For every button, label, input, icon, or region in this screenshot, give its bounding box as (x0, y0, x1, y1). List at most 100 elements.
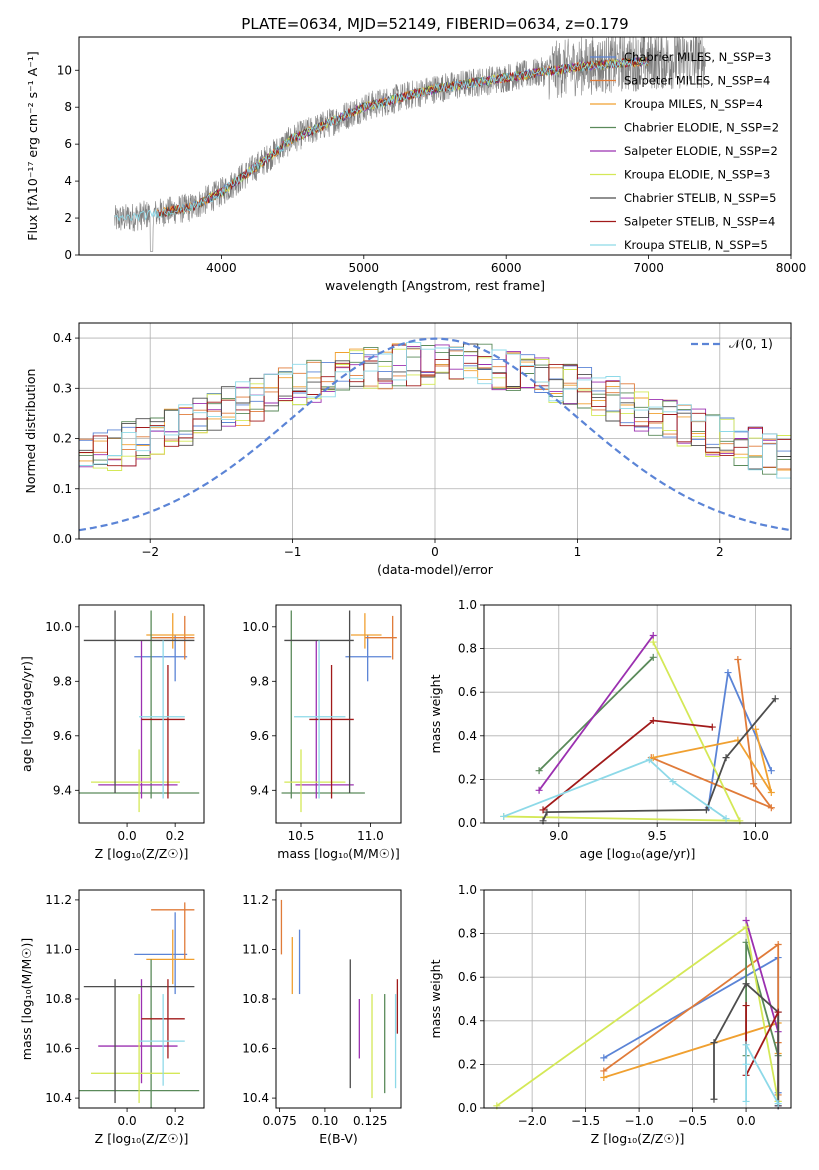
y-tick-label: 10.6 (45, 1042, 72, 1056)
mass-weight-point (600, 1054, 608, 1062)
y-axis-label: age [log₁₀(age/yr)] (19, 656, 34, 772)
mass-weight-line (650, 659, 774, 810)
y-tick-label: 10.0 (242, 620, 269, 634)
x-axis-label: Z [log₁₀(Z/Z☉)] (591, 1131, 685, 1146)
x-tick-label: 9.5 (648, 829, 667, 843)
x-tick-label: 1 (574, 545, 582, 559)
x-tick-label: 0.0 (118, 829, 137, 843)
x-tick-label: 2 (716, 545, 724, 559)
y-tick-label: 0.0 (458, 1101, 477, 1115)
x-tick-label: 7000 (633, 261, 664, 275)
x-axis-label: Z [log₁₀(Z/Z☉)] (95, 846, 189, 861)
mass-weight-point (669, 778, 677, 786)
legend-label: Salpeter MILES, N_SSP=4 (624, 74, 770, 88)
mass-weight-line (653, 729, 773, 793)
age-vs-metallicity-panel: 0.0 0.2 9.4 9.6 9.8 10.0 Z [log₁₀(Z/Z☉)] age [l… (19, 604, 205, 861)
x-tick-label: 4000 (206, 261, 237, 275)
x-axis-label: mass [log₁₀(M/M☉)] (277, 846, 399, 861)
x-tick-label: 0.0 (737, 1114, 756, 1128)
mass-weight-point (722, 754, 730, 762)
legend-label: Kroupa ELODIE, N_SSP=3 (624, 168, 770, 182)
plot-frame (483, 889, 792, 1109)
mass-weight-point (742, 1041, 750, 1049)
legend-label: Kroupa MILES, N_SSP=4 (624, 97, 763, 111)
x-tick-label: 0 (431, 545, 439, 559)
mass-weight-line (542, 719, 713, 811)
y-tick-label: 10.0 (45, 620, 72, 634)
mass-weight-line (503, 641, 742, 822)
y-tick-label: 0.4 (53, 331, 72, 345)
x-tick-label: −1.0 (625, 1114, 654, 1128)
residual-distribution-panel: −2 −1 0 1 2 0.0 0.1 0.2 0.3 0.4 (data-model)/error… (23, 322, 792, 577)
mass-weight-point (722, 815, 730, 823)
x-tick-label: 6000 (491, 261, 522, 275)
y-tick-label: 9.6 (250, 729, 269, 743)
normal-curve (78, 337, 792, 532)
mass-weight-point (535, 786, 543, 794)
plot-frame (275, 889, 402, 1109)
y-tick-label: 0.6 (458, 685, 477, 699)
mass-weight-line (503, 758, 727, 820)
y-tick-label: 4 (64, 174, 72, 188)
mass-weight-point (774, 1008, 782, 1016)
mass-weight-point (724, 669, 732, 677)
mass-weight-point (774, 941, 782, 948)
mass-weight-point (600, 1073, 608, 1081)
y-tick-label: 11.0 (45, 942, 72, 956)
mass-weight-line (496, 925, 780, 1107)
y-axis-label: mass weight (428, 959, 443, 1038)
y-tick-label: 0.4 (458, 1014, 477, 1028)
residual-histogram (79, 348, 791, 471)
y-tick-label: 0.0 (53, 532, 72, 546)
mass-weight-point (543, 808, 551, 816)
x-tick-label: 9.0 (549, 829, 568, 843)
y-axis-label: mass [log₁₀(M/M☉)] (19, 938, 34, 1060)
mass-weight-point (734, 656, 742, 663)
y-tick-label: 0.2 (458, 1057, 477, 1071)
figure-title: PLATE=0634, MJD=52149, FIBERID=0634, z=0… (241, 15, 628, 33)
y-tick-label: 6 (64, 137, 72, 151)
x-tick-label: 0.2 (166, 1114, 185, 1128)
y-tick-label: 0.3 (53, 381, 72, 395)
y-tick-label: 0.0 (458, 816, 477, 830)
y-tick-label: 0.8 (458, 927, 477, 941)
mass-weight-line (542, 698, 776, 822)
mass-weight-point (774, 1100, 782, 1108)
mass-weight-point (750, 780, 758, 788)
residual-histogram (79, 342, 791, 479)
plot-frame (78, 322, 792, 540)
x-tick-label: −1 (284, 545, 302, 559)
y-tick-label: 2 (64, 211, 72, 225)
mass-weight-point (702, 806, 710, 814)
x-tick-label: 8000 (776, 261, 807, 275)
y-tick-label: 11.2 (242, 893, 269, 907)
mass-weight-point (600, 1067, 608, 1075)
y-tick-label: 9.6 (53, 729, 72, 743)
residual-histogram (79, 344, 791, 468)
y-tick-label: 0.6 (458, 970, 477, 984)
observed-spectrum-line (114, 36, 706, 252)
legend-label: Chabrier ELODIE, N_SSP=2 (624, 121, 779, 135)
mass-weight-point (535, 767, 543, 775)
legend-label: Kroupa STELIB, N_SSP=5 (624, 238, 768, 252)
mass-weight-line (538, 634, 654, 791)
y-tick-label: 11.0 (242, 942, 269, 956)
model-spectrum-line (114, 56, 649, 222)
x-tick-label: 10.5 (288, 829, 315, 843)
y-tick-label: 0.2 (53, 432, 72, 446)
y-tick-label: 10 (57, 63, 72, 77)
y-tick-label: 11.2 (45, 893, 72, 907)
x-axis-label: (data-model)/error (377, 562, 494, 577)
legend-label: Salpeter ELODIE, N_SSP=2 (624, 144, 778, 158)
plot-frame (78, 889, 205, 1109)
mass-weight-line (745, 1044, 779, 1105)
plot-frame (78, 36, 792, 256)
y-axis-label: Normed distribution (23, 369, 38, 494)
mass-weight-point (752, 725, 760, 733)
y-tick-label: 1.0 (458, 883, 477, 897)
x-tick-label: −0.5 (678, 1114, 707, 1128)
y-tick-label: 10.6 (242, 1042, 269, 1056)
y-tick-label: 10.8 (242, 992, 269, 1006)
mass-weight-point (742, 1002, 750, 1010)
